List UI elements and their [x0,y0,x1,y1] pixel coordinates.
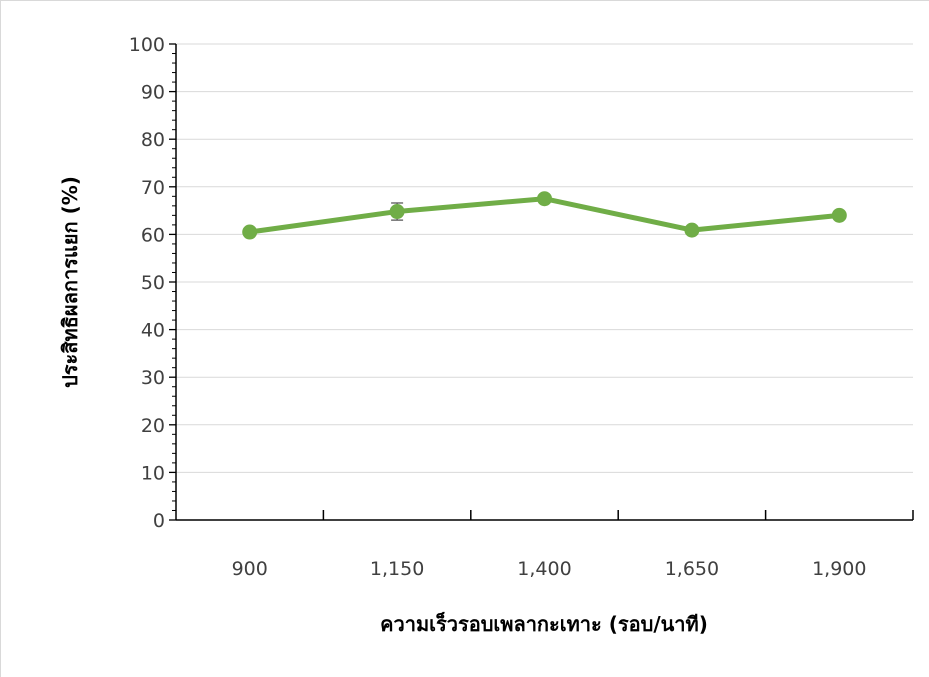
y-tick-label: 0 [153,510,165,532]
y-tick-label: 70 [141,177,165,199]
x-axis: 900 1,150 1,400 1,650 1,900 [176,510,914,580]
gridlines [176,43,913,473]
y-tick-label: 40 [141,320,165,342]
y-axis-title: ประสิทธิผลการแยก (%) [58,176,82,388]
data-point [242,224,258,240]
y-tick-label: 50 [141,272,165,294]
x-axis-title: ความเร็วรอบเพลากะเทาะ (รอบ/นาที) [380,611,708,636]
x-tick-label: 1,400 [517,558,571,580]
x-tick-label: 1,150 [370,558,424,580]
x-tick-label: 1,650 [665,558,719,580]
data-point [831,207,847,223]
y-tick-label: 10 [141,462,165,484]
y-tick-label: 60 [141,224,165,246]
y-axis: 0 10 20 30 40 50 60 70 80 90 100 [129,34,177,532]
x-tick-label: 900 [232,558,268,580]
x-tick-label: 1,900 [812,558,866,580]
y-tick-label: 30 [141,367,165,389]
y-tick-label: 80 [141,129,165,151]
y-tick-label: 20 [141,415,165,437]
data-point [389,204,405,220]
y-tick-label: 90 [141,82,165,104]
series-layer [242,191,847,240]
data-point [684,222,700,238]
data-point [537,191,552,207]
y-tick-label: 100 [129,34,165,56]
